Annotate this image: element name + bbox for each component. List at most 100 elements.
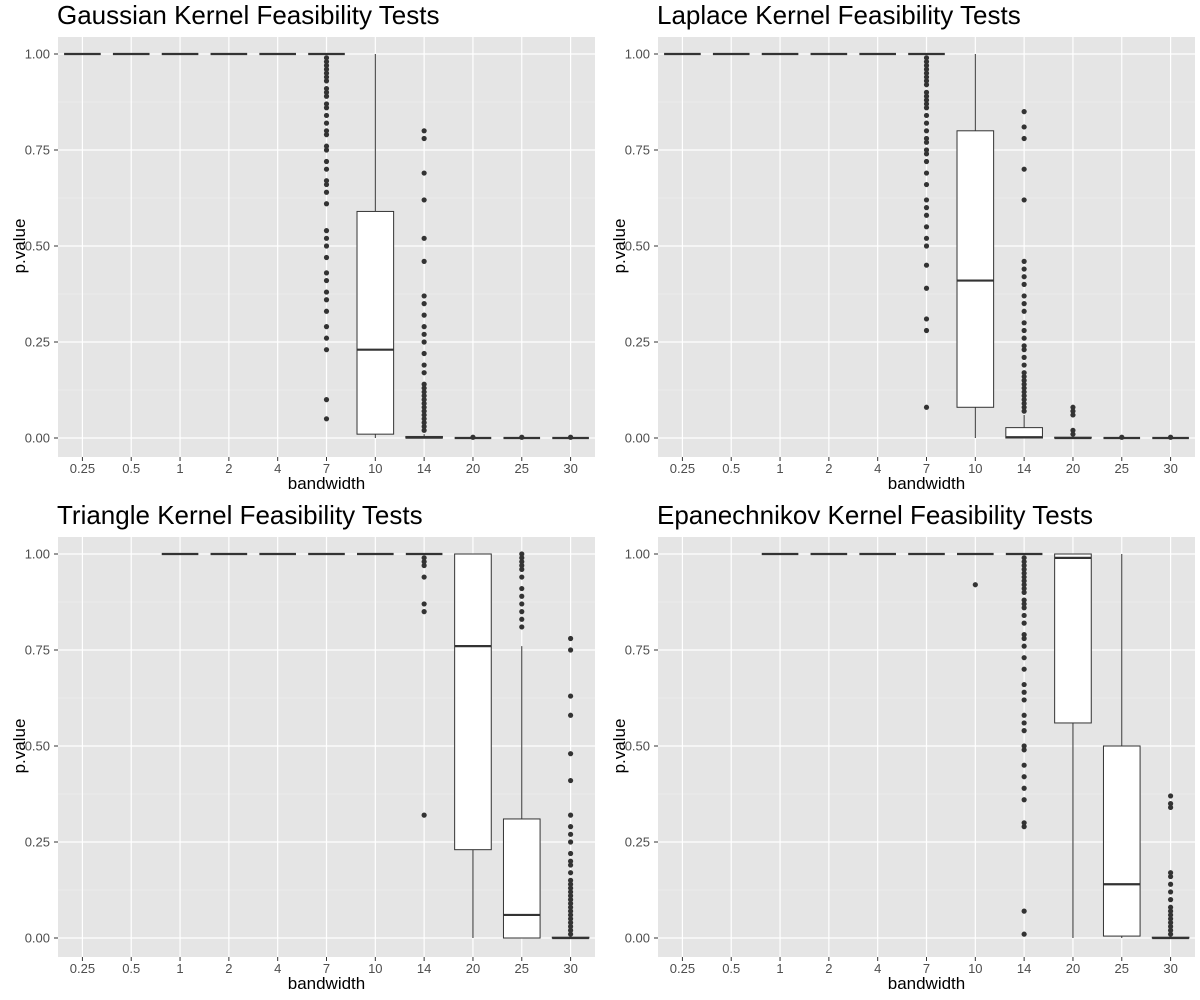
box (356, 210, 395, 435)
outlier-point (421, 385, 427, 391)
outlier-point (1021, 362, 1027, 368)
x-tick-label: 0.5 (122, 961, 140, 976)
outlier-point (567, 812, 574, 818)
outlier-point (323, 397, 330, 403)
box (1102, 745, 1141, 937)
outlier-point (1021, 643, 1027, 649)
outlier-point (1021, 824, 1027, 830)
outlier-point (519, 616, 525, 622)
x-tick-label: 10 (368, 461, 382, 476)
outlier-point (1021, 400, 1027, 407)
outlier-point (519, 601, 525, 607)
x-tick-label: 30 (563, 461, 577, 476)
x-tick-label: 0.5 (722, 461, 740, 476)
x-tick-label: 20 (1066, 961, 1080, 976)
outlier-point (421, 400, 427, 407)
chart-svg: 0.00 0.25 0.50 0.75 1.00 0.25 0.5 1 2 4 7 10 14 20 25 3… (25, 537, 595, 976)
outlier-point (567, 635, 574, 642)
outlier-point (923, 70, 930, 76)
x-tick-label: 4 (274, 461, 281, 476)
outlier-point (1021, 377, 1027, 383)
chart-panel-triangle: Triangle Kernel Feasibility Tests 0.00 0.… (0, 500, 600, 1000)
outlier-point (1021, 373, 1027, 380)
outlier-point (567, 897, 574, 903)
box-group (454, 553, 492, 938)
x-tick-label: 25 (1115, 461, 1129, 476)
x-tick-label: 0.25 (670, 961, 695, 976)
outlier-point (567, 927, 574, 933)
box-group (1054, 404, 1092, 440)
x-tick-label: 0.5 (722, 961, 740, 976)
chart-title: Epanechnikov Kernel Feasibility Tests (657, 500, 1093, 530)
outlier-point (1021, 589, 1027, 595)
outlier-point (519, 562, 525, 569)
outlier-point (519, 574, 525, 580)
outlier-point (1167, 904, 1174, 910)
x-axis-label: bandwidth (287, 474, 366, 493)
outlier-point (323, 277, 330, 284)
outlier-point (1021, 320, 1027, 326)
x-tick-label: 2 (825, 461, 832, 476)
x-axis-label: bandwidth (287, 974, 366, 993)
y-tick-label: 1.00 (625, 547, 650, 562)
outlier-point (323, 201, 330, 207)
x-tick-label: 7 (323, 461, 330, 476)
outlier-point (567, 912, 574, 918)
outlier-point (923, 82, 930, 88)
box-group (957, 552, 994, 588)
outlier-point (1167, 434, 1174, 440)
outlier-point (567, 920, 574, 926)
outlier-point (923, 170, 930, 176)
outlier-point (1167, 881, 1174, 887)
x-tick-label: 14 (1017, 461, 1031, 476)
outlier-point (323, 270, 330, 276)
outlier-point (421, 293, 427, 299)
outlier-point (1021, 347, 1027, 353)
outlier-point (1021, 820, 1027, 826)
outlier-point (923, 55, 930, 61)
outlier-point (519, 566, 525, 572)
outlier-point (1021, 605, 1027, 611)
outlier-point (1167, 931, 1174, 937)
outlier-point (323, 324, 330, 330)
outlier-point (923, 139, 930, 145)
outlier-point (323, 178, 330, 184)
outlier-point (421, 609, 427, 615)
y-tick-label: 0.00 (625, 931, 650, 946)
x-tick-label: 1 (776, 961, 783, 976)
outlier-point (519, 624, 525, 630)
chart-panel-epanechnikov: Epanechnikov Kernel Feasibility Tests 0.… (600, 500, 1200, 1000)
outlier-point (567, 824, 574, 830)
outlier-point (923, 404, 930, 410)
outlier-point (1021, 747, 1027, 753)
outlier-point (421, 331, 427, 337)
outlier-point (923, 62, 930, 69)
outlier-point (923, 243, 930, 249)
outlier-point (567, 881, 574, 887)
outlier-point (323, 158, 330, 165)
outlier-point (923, 135, 930, 142)
outlier-point (519, 593, 525, 599)
box (1054, 553, 1092, 724)
outlier-point (1021, 408, 1027, 414)
x-tick-label: 20 (466, 961, 480, 976)
outlier-point (323, 254, 330, 261)
outlier-point (323, 78, 330, 84)
outlier-point (1070, 427, 1076, 433)
x-tick-label: 20 (1066, 461, 1080, 476)
outlier-point (421, 427, 427, 433)
outlier-point (567, 900, 574, 907)
outlier-point (923, 262, 930, 268)
chart-svg: 0.00 0.25 0.50 0.75 1.00 0.25 0.5 1 2 4 7 10 14 20 25 3… (625, 537, 1195, 976)
outlier-point (421, 370, 427, 376)
outlier-point (421, 258, 427, 264)
outlier-point (1021, 258, 1027, 264)
outlier-point (923, 112, 930, 119)
outlier-point (567, 777, 574, 784)
y-axis-label: p.value (610, 718, 629, 774)
chart-svg: 0.00 0.25 0.50 0.75 1.00 0.25 0.5 1 2 4 7 10 14 20 25 3… (625, 37, 1195, 476)
y-tick-label: 0.75 (25, 143, 50, 158)
outlier-point (923, 66, 930, 72)
outlier-point (323, 74, 330, 80)
outlier-point (421, 555, 427, 561)
